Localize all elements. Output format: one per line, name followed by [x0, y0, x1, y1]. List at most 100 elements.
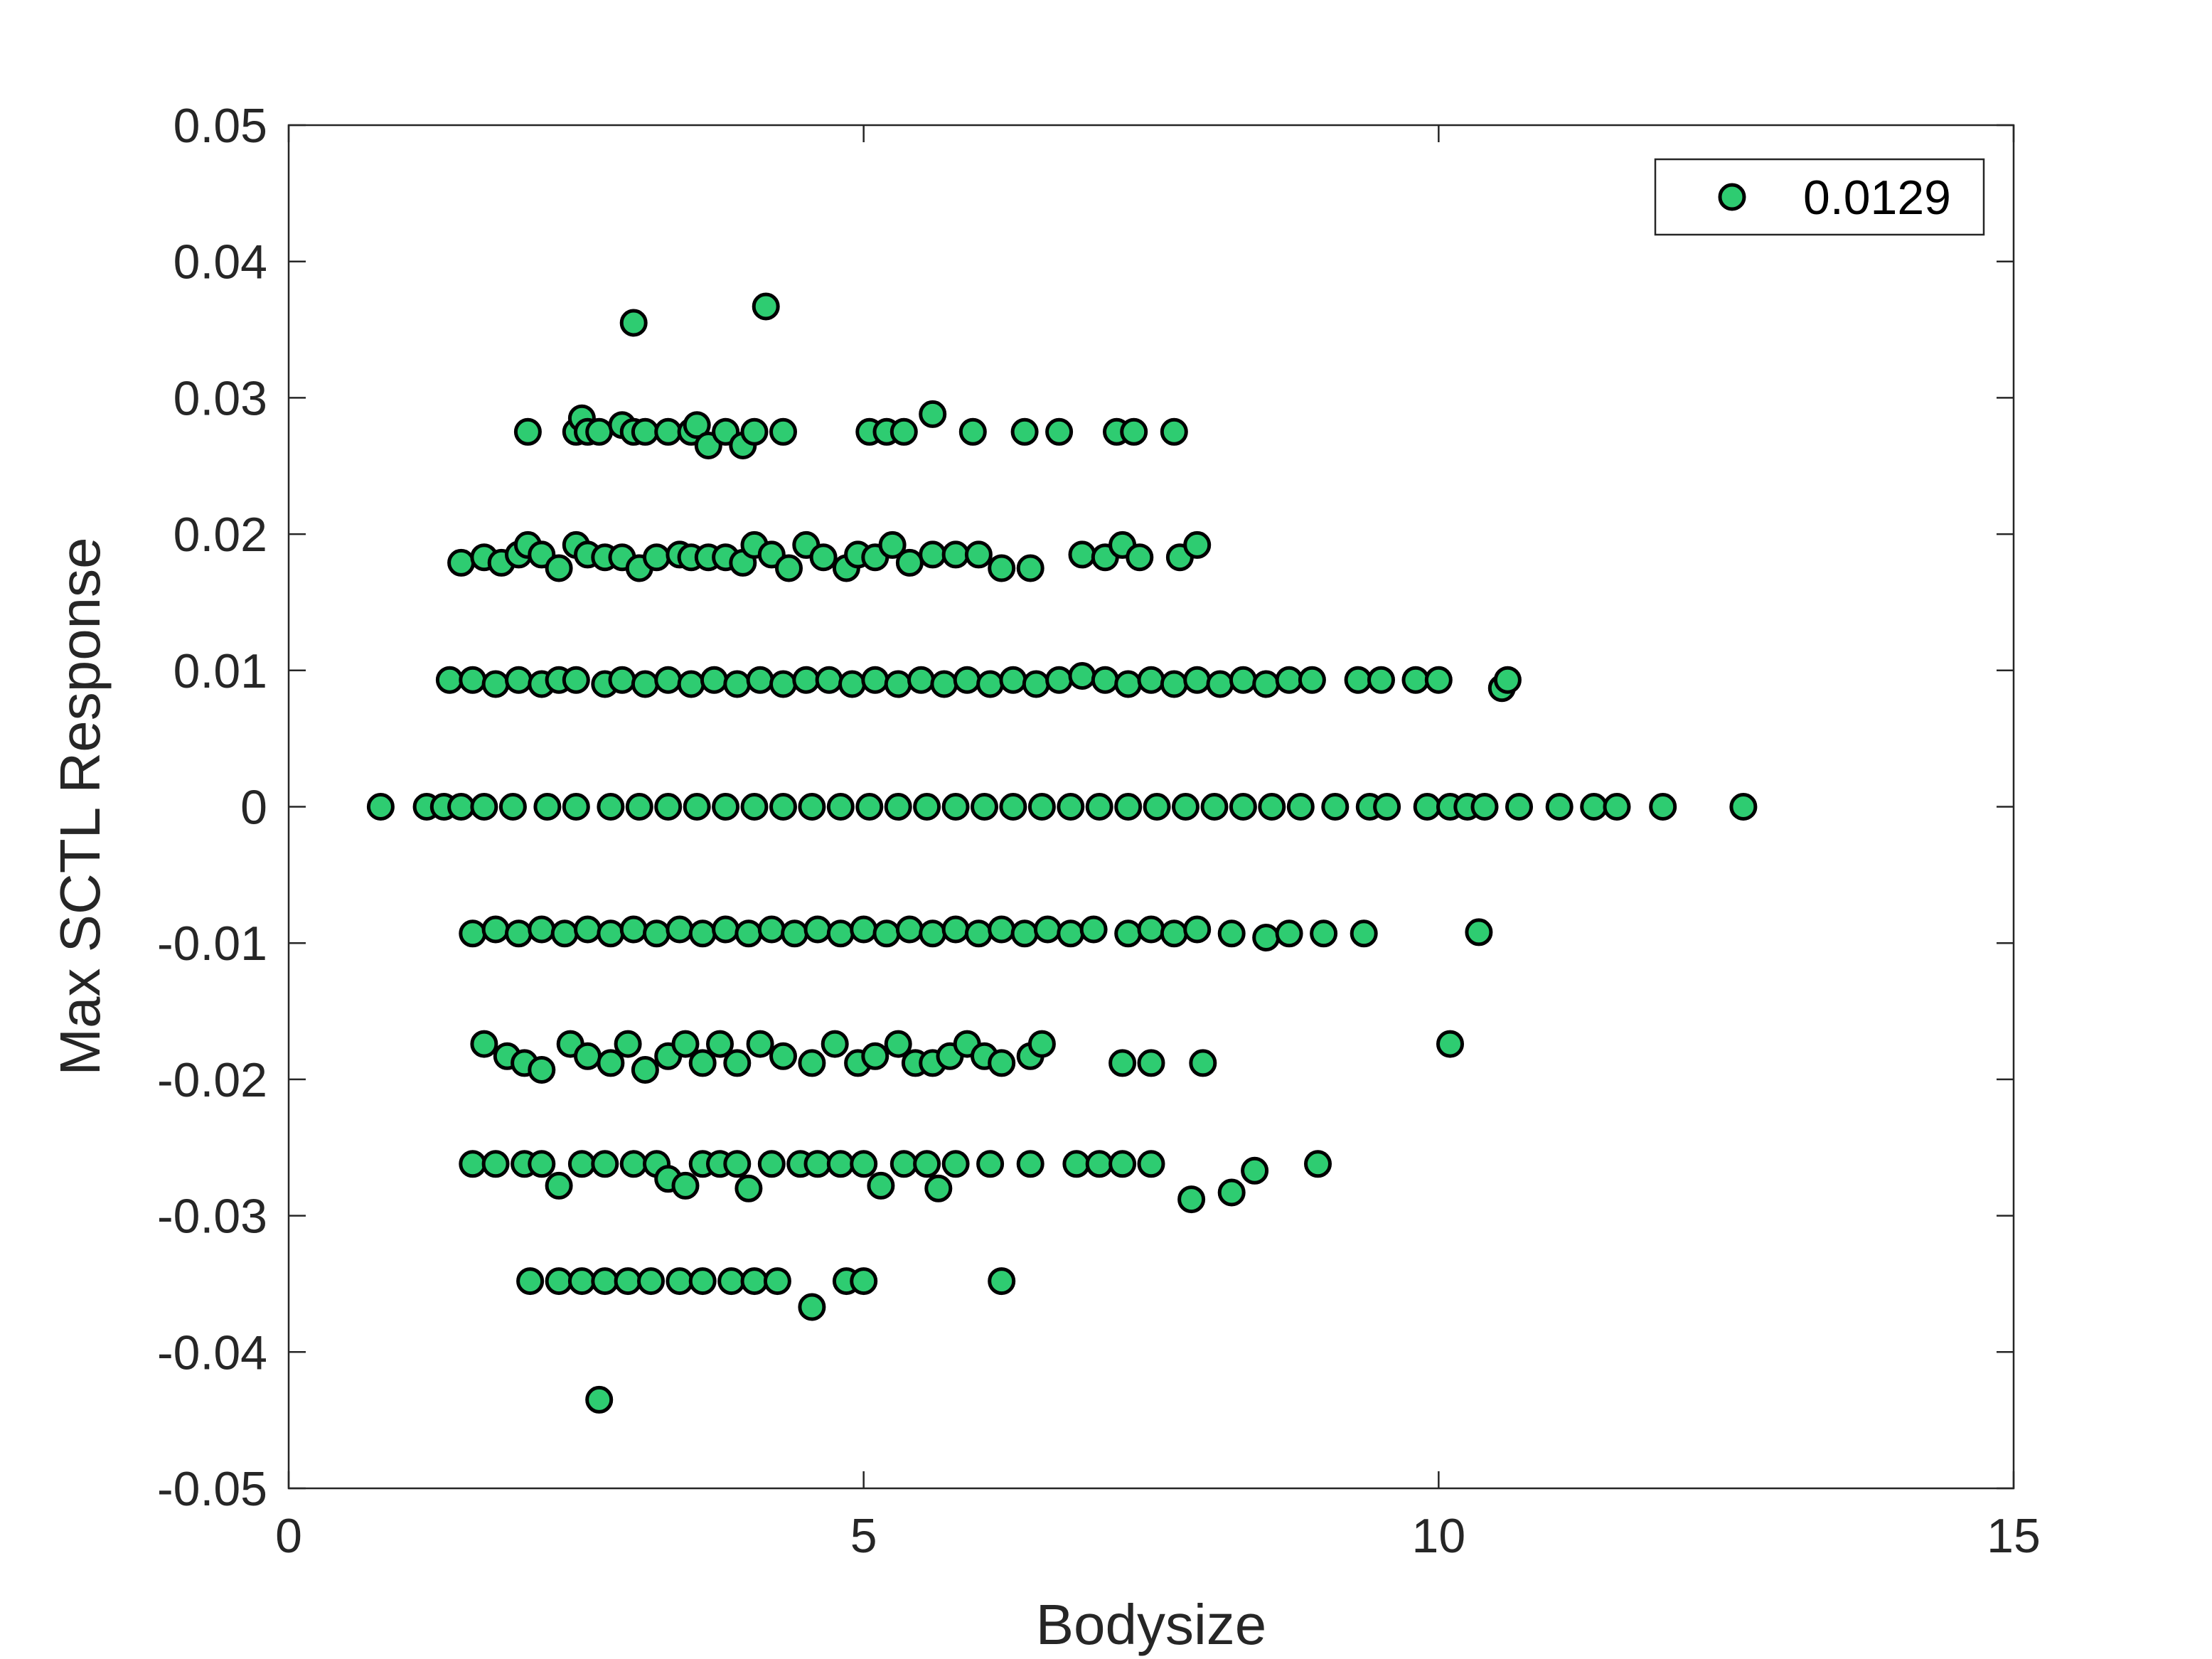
data-point: [1045, 417, 1074, 446]
data-point: [976, 670, 1005, 698]
y-tick-label: 0.05: [173, 99, 267, 153]
data-point: [895, 915, 924, 944]
data-point: [654, 666, 683, 694]
data-point: [964, 919, 993, 948]
data-point: [988, 1267, 1016, 1296]
data-point: [1108, 1150, 1137, 1178]
data-point: [567, 1267, 596, 1296]
data-point: [1160, 670, 1188, 698]
data-point: [867, 1171, 895, 1200]
data-point: [688, 1267, 717, 1296]
data-point: [614, 1030, 642, 1058]
data-point: [1016, 1150, 1044, 1178]
data-point: [924, 1174, 953, 1202]
data-point: [683, 411, 711, 439]
data-point: [528, 1150, 556, 1178]
y-tick-label: -0.04: [157, 1325, 267, 1380]
data-point: [1470, 793, 1499, 821]
data-point: [821, 1030, 849, 1058]
data-point: [1258, 793, 1286, 821]
data-point: [654, 417, 683, 446]
data-point: [723, 670, 752, 698]
data-point: [1177, 1185, 1206, 1214]
data-point: [734, 1174, 763, 1202]
data-point: [1045, 666, 1074, 694]
data-point: [1252, 924, 1281, 951]
data-point: [470, 1030, 498, 1058]
data-point: [1068, 662, 1096, 690]
data-point: [631, 417, 659, 446]
data-point: [677, 670, 705, 698]
data-point: [1505, 793, 1533, 821]
data-point: [631, 1056, 659, 1084]
data-point: [1649, 793, 1677, 821]
data-point: [1189, 1049, 1217, 1077]
data-point: [574, 1042, 602, 1070]
data-point: [999, 793, 1027, 821]
data-point: [826, 793, 855, 821]
data-point: [1183, 915, 1212, 944]
data-point: [803, 1150, 832, 1178]
data-point: [614, 1267, 642, 1296]
data-point: [1493, 666, 1522, 694]
data-point: [930, 670, 958, 698]
y-tick-label: -0.05: [157, 1462, 267, 1516]
data-point: [1172, 793, 1199, 821]
data-point: [1016, 554, 1044, 582]
data-point: [855, 793, 884, 821]
data-point: [1241, 1156, 1269, 1185]
data-point: [654, 793, 683, 821]
data-point: [723, 1049, 752, 1077]
data-point: [913, 1150, 941, 1178]
data-point: [619, 1150, 648, 1178]
data-point: [1114, 793, 1143, 821]
data-point: [574, 915, 602, 944]
data-point: [545, 1171, 573, 1200]
data-point: [884, 793, 912, 821]
legend-label: 0.0129: [1803, 171, 1951, 225]
data-point: [671, 1030, 700, 1058]
data-point: [585, 417, 614, 446]
data-point: [1114, 670, 1143, 698]
data-point: [1085, 1150, 1113, 1178]
data-point: [976, 1150, 1005, 1178]
legend: 0.0129: [1654, 158, 1985, 236]
data-point: [941, 1150, 970, 1178]
data-point: [1027, 793, 1056, 821]
data-point: [1229, 793, 1257, 821]
data-point: [769, 793, 797, 821]
data-point: [740, 793, 769, 821]
data-point: [958, 417, 987, 446]
data-point: [666, 1267, 694, 1296]
data-point: [1206, 670, 1234, 698]
data-point: [1252, 670, 1281, 698]
data-point: [459, 666, 487, 694]
y-axis: -0.05 -0.04 -0.03 -0.02 -0.01 0 0.01 0.02 0.03 0.…: [157, 99, 2014, 1516]
data-point: [971, 793, 998, 821]
data-point: [781, 919, 809, 948]
data-point: [775, 554, 803, 582]
data-point: [941, 793, 970, 821]
data-point: [528, 915, 556, 944]
data-point: [815, 666, 843, 694]
data-point: [1304, 1150, 1332, 1178]
data-point: [798, 1293, 826, 1321]
data-point: [953, 666, 981, 694]
data-point: [803, 915, 832, 944]
data-point: [1010, 919, 1039, 948]
y-tick-label: -0.01: [157, 917, 267, 971]
legend-marker: [1718, 183, 1746, 211]
data-point: [1085, 793, 1113, 821]
data-point: [513, 417, 542, 446]
data-point: [1298, 666, 1326, 694]
data-point: [1275, 666, 1303, 694]
data-point: [1137, 1049, 1165, 1077]
data-point: [1057, 919, 1085, 948]
data-point: [907, 666, 935, 694]
x-tick-label: 5: [850, 1509, 877, 1563]
data-point: [872, 919, 901, 948]
data-point: [619, 309, 648, 337]
data-point: [1436, 1030, 1464, 1058]
data-point: [591, 1150, 619, 1178]
